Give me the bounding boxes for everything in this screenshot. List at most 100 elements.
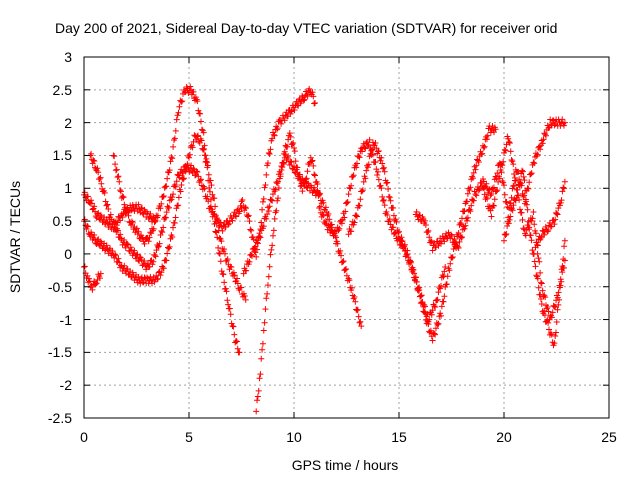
data-point bbox=[319, 211, 326, 218]
data-point bbox=[271, 132, 278, 139]
data-point bbox=[278, 120, 285, 127]
data-point bbox=[116, 259, 123, 266]
data-point bbox=[413, 278, 420, 285]
data-point bbox=[468, 202, 475, 209]
y-tick-label: -0.5 bbox=[48, 279, 72, 295]
data-point bbox=[385, 185, 392, 192]
data-point bbox=[367, 150, 374, 157]
data-point bbox=[475, 159, 482, 166]
data-point bbox=[506, 138, 513, 145]
data-point bbox=[173, 116, 180, 123]
data-point bbox=[115, 255, 122, 262]
data-point bbox=[322, 204, 329, 211]
data-point bbox=[166, 167, 173, 174]
data-point bbox=[552, 333, 559, 340]
data-point bbox=[152, 218, 159, 225]
data-point bbox=[355, 202, 362, 209]
data-point bbox=[558, 197, 565, 204]
data-point bbox=[497, 167, 504, 174]
data-point bbox=[160, 193, 167, 200]
data-point bbox=[416, 287, 423, 294]
x-tick-label: 15 bbox=[391, 429, 407, 445]
data-point bbox=[234, 280, 241, 287]
data-point bbox=[441, 268, 448, 275]
data-point bbox=[107, 245, 114, 252]
data-point bbox=[439, 272, 446, 279]
data-point bbox=[151, 252, 158, 259]
data-point bbox=[141, 240, 148, 247]
data-point bbox=[558, 266, 565, 273]
data-point bbox=[268, 196, 275, 203]
data-point bbox=[521, 192, 528, 199]
data-point bbox=[429, 247, 436, 254]
data-point bbox=[554, 306, 561, 313]
data-point bbox=[190, 88, 197, 95]
data-point bbox=[186, 151, 193, 158]
data-point bbox=[238, 284, 245, 291]
data-point bbox=[227, 311, 234, 318]
plot-frame bbox=[83, 56, 610, 419]
data-point bbox=[291, 144, 297, 151]
data-point bbox=[207, 177, 214, 184]
data-point bbox=[291, 148, 298, 155]
data-point bbox=[230, 323, 237, 330]
data-point bbox=[251, 248, 258, 255]
data-point bbox=[353, 212, 360, 219]
data-point bbox=[467, 208, 474, 215]
data-point bbox=[419, 300, 426, 307]
data-point bbox=[231, 272, 238, 279]
data-point bbox=[331, 228, 338, 235]
data-point bbox=[146, 263, 153, 270]
data-point bbox=[215, 218, 222, 225]
data-point bbox=[517, 179, 524, 186]
data-point bbox=[180, 169, 186, 176]
data-point bbox=[112, 167, 119, 174]
data-point bbox=[211, 211, 218, 218]
data-point bbox=[349, 173, 356, 180]
data-point bbox=[141, 257, 148, 264]
data-point bbox=[233, 213, 240, 220]
data-point bbox=[93, 280, 100, 287]
data-point bbox=[150, 213, 157, 220]
data-point bbox=[200, 129, 207, 136]
data-point bbox=[275, 195, 282, 202]
data-point bbox=[354, 213, 360, 220]
data-point bbox=[334, 240, 341, 247]
data-point bbox=[449, 253, 456, 260]
data-point bbox=[236, 208, 243, 215]
data-point bbox=[487, 192, 494, 199]
data-point bbox=[270, 131, 277, 138]
data-point bbox=[396, 228, 402, 235]
data-point bbox=[286, 130, 293, 137]
data-point bbox=[561, 237, 568, 244]
data-point bbox=[511, 182, 518, 189]
data-point bbox=[170, 191, 177, 198]
data-point bbox=[267, 146, 274, 153]
data-point bbox=[203, 158, 210, 165]
data-point bbox=[501, 146, 508, 153]
data-point bbox=[501, 237, 507, 244]
data-point bbox=[124, 241, 131, 248]
data-point bbox=[264, 211, 271, 218]
data-point bbox=[259, 340, 266, 347]
data-point bbox=[375, 148, 382, 155]
data-point bbox=[96, 275, 103, 282]
data-point bbox=[110, 218, 117, 225]
data-point bbox=[544, 304, 551, 311]
data-point bbox=[528, 170, 535, 177]
data-point bbox=[209, 191, 216, 198]
data-point bbox=[391, 230, 398, 237]
data-point bbox=[503, 141, 510, 148]
data-point bbox=[158, 227, 165, 234]
data-point bbox=[353, 164, 360, 171]
data-point bbox=[555, 289, 562, 296]
data-point bbox=[411, 270, 418, 277]
data-point bbox=[311, 100, 318, 107]
data-point bbox=[338, 220, 345, 227]
data-point bbox=[287, 133, 294, 140]
data-series-arc-5 bbox=[110, 152, 159, 247]
data-point bbox=[133, 251, 140, 258]
data-point bbox=[160, 224, 167, 231]
data-point bbox=[128, 247, 135, 254]
y-tick-label: 0.5 bbox=[53, 213, 73, 229]
